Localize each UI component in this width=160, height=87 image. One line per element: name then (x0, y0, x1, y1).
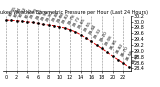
Text: 28.82: 28.82 (115, 42, 124, 54)
Text: 30.04: 30.04 (13, 6, 23, 18)
Text: 29.72: 29.72 (72, 15, 81, 28)
Text: 30.05: 30.05 (8, 6, 17, 18)
Text: 28.58: 28.58 (125, 49, 135, 61)
Text: 29.94: 29.94 (40, 9, 49, 21)
Text: 29.86: 29.86 (56, 11, 65, 24)
Text: 29.78: 29.78 (67, 14, 76, 26)
Text: 30.01: 30.01 (24, 7, 33, 19)
Text: 29.82: 29.82 (61, 13, 71, 25)
Text: 29.55: 29.55 (83, 20, 92, 33)
Text: 30.03: 30.03 (19, 6, 28, 19)
Text: 29.88: 29.88 (51, 11, 60, 23)
Text: 28.45: 28.45 (131, 53, 140, 65)
Text: 29.65: 29.65 (77, 17, 87, 30)
Text: 29.32: 29.32 (93, 27, 103, 39)
Text: 29.99: 29.99 (29, 8, 39, 20)
Text: 29.97: 29.97 (35, 8, 44, 20)
Text: 28.70: 28.70 (120, 45, 129, 58)
Title: Milwaukee Weather Barometric Pressure per Hour (Last 24 Hours): Milwaukee Weather Barometric Pressure pe… (0, 10, 148, 15)
Text: 28.95: 28.95 (109, 38, 119, 50)
Text: 29.90: 29.90 (45, 10, 55, 22)
Text: 29.08: 29.08 (104, 34, 113, 46)
Text: 29.20: 29.20 (99, 31, 108, 43)
Text: 29.44: 29.44 (88, 24, 97, 36)
